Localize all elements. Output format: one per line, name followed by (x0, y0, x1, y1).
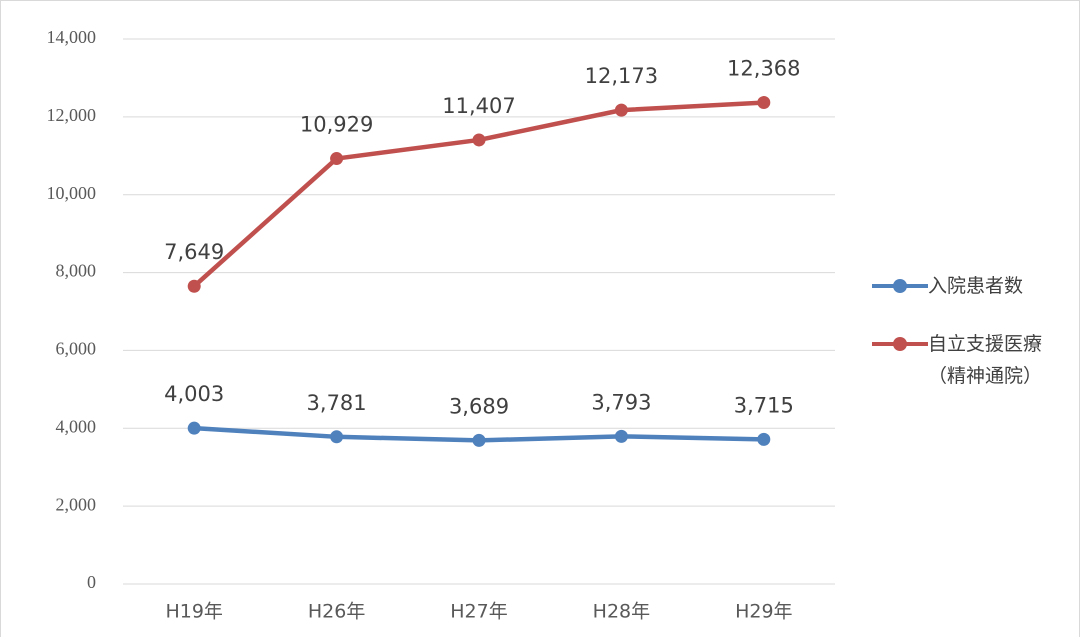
x-tick-label: H29年 (735, 601, 792, 623)
x-tick-label: H27年 (450, 601, 507, 623)
data-point (614, 429, 628, 443)
data-label: 11,407 (442, 94, 515, 118)
data-label: 3,793 (591, 390, 651, 414)
x-tick-label: H19年 (165, 601, 222, 623)
data-point (614, 103, 628, 117)
data-label: 3,689 (449, 394, 509, 418)
legend-swatch (872, 328, 928, 360)
y-tick-label: 14,000 (47, 27, 97, 47)
data-point (757, 96, 771, 110)
data-label: 3,781 (307, 391, 367, 415)
legend-label: 入院患者数 (928, 275, 1024, 297)
data-label: 7,649 (164, 240, 224, 264)
data-label: 12,368 (727, 57, 800, 81)
data-point (330, 152, 344, 166)
data-point (757, 432, 771, 446)
x-tick-label: H28年 (593, 601, 650, 623)
y-tick-label: 2,000 (56, 494, 97, 514)
data-point (187, 279, 201, 293)
data-label: 4,003 (164, 382, 224, 406)
legend-label: 自立支援医療（精神通院） (928, 333, 1043, 387)
legend-swatch (872, 270, 928, 302)
x-tick-label: H26年 (308, 601, 365, 623)
legend: 入院患者数自立支援医療（精神通院） (872, 270, 1046, 418)
data-point (472, 433, 486, 447)
data-label: 10,929 (300, 113, 373, 137)
y-tick-label: 6,000 (56, 339, 97, 359)
data-label: 3,715 (734, 393, 794, 417)
data-label: 12,173 (585, 64, 658, 88)
legend-item: 入院患者数 (872, 270, 1046, 302)
y-tick-label: 12,000 (47, 105, 97, 125)
legend-item: 自立支援医療（精神通院） (872, 328, 1046, 392)
data-point (472, 133, 486, 147)
y-tick-label: 0 (87, 572, 96, 592)
y-tick-label: 10,000 (47, 183, 97, 203)
data-point (330, 430, 344, 444)
y-tick-label: 8,000 (56, 261, 97, 281)
y-tick-label: 4,000 (56, 416, 97, 436)
data-point (187, 421, 201, 435)
